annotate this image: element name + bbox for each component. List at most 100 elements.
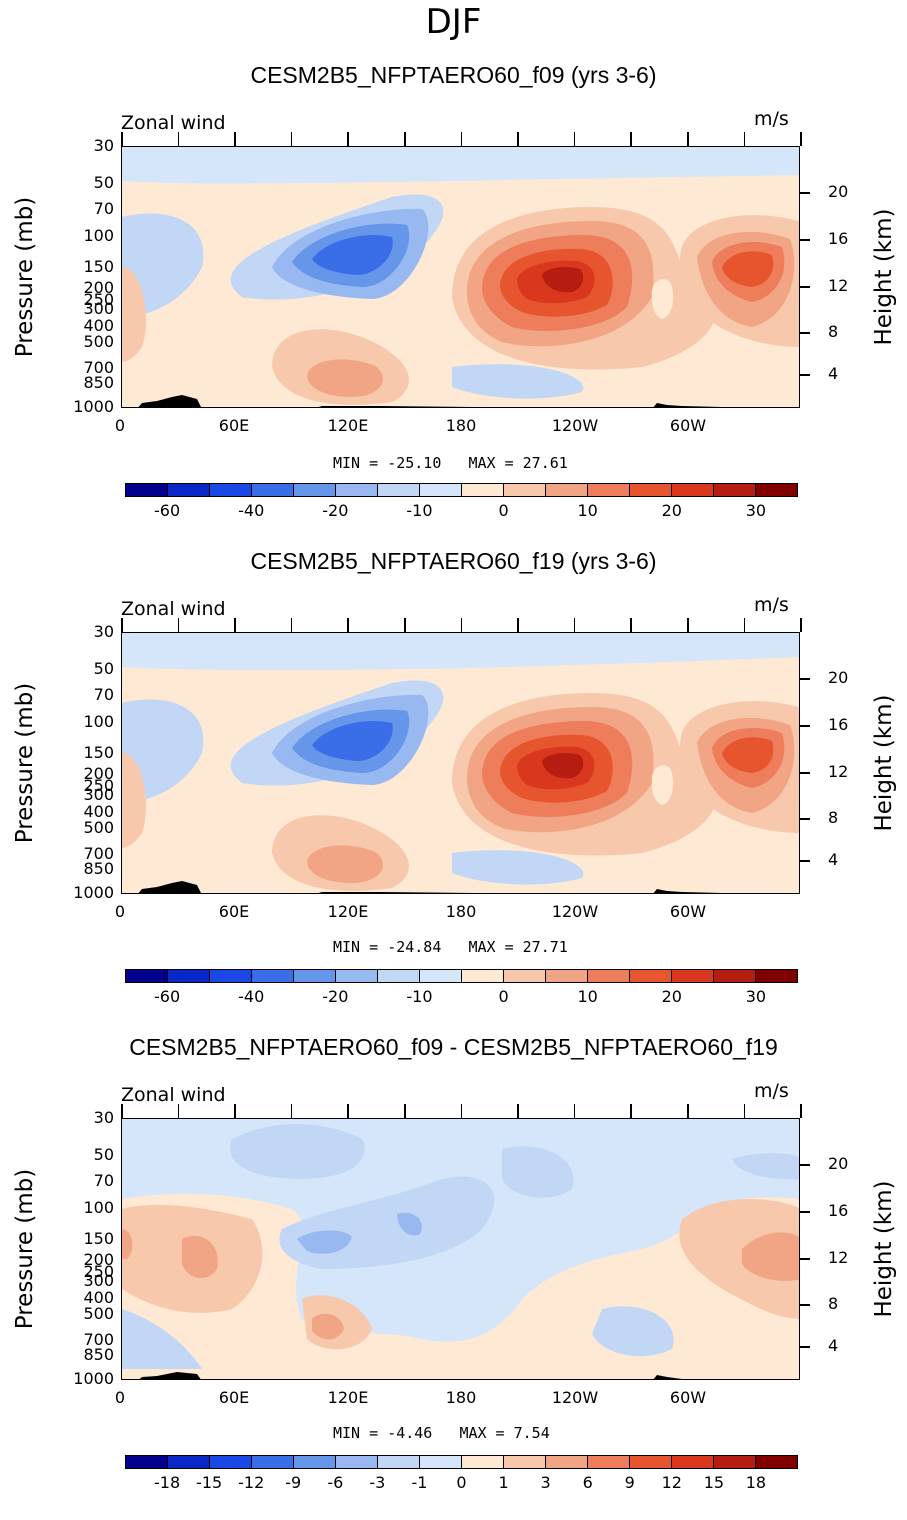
- contour-band-diff-negative: [732, 1153, 799, 1180]
- top-tick-mark: [177, 618, 180, 632]
- top-tick-mark: [347, 1104, 349, 1118]
- contour-band-jet-core: [542, 267, 584, 293]
- colorbar-swatch: [378, 970, 420, 982]
- colorbar-swatch: [420, 970, 462, 982]
- longitude-tick-label: 120E: [327, 902, 369, 921]
- colorbar-label: -6: [327, 1473, 344, 1492]
- top-tick-mark: [687, 1104, 689, 1118]
- colorbar-swatch: [126, 970, 168, 982]
- pressure-tick-label: 150: [83, 257, 114, 276]
- figure-title: DJF: [425, 2, 482, 42]
- pressure-tick-label: 300: [83, 1271, 114, 1290]
- min-max-readout: MIN = -25.10 MAX = 27.61: [333, 454, 568, 472]
- longitude-tick-label: 0: [114, 1388, 126, 1407]
- colorbar-label: 9: [624, 1473, 635, 1492]
- top-tick-mark: [573, 132, 576, 146]
- height-tick-label: 12: [828, 762, 849, 781]
- longitude-tick-label: 120W: [551, 416, 599, 435]
- topography-mask: [318, 406, 472, 407]
- colorbar-label: 30: [745, 987, 767, 1006]
- pressure-tick-label: 100: [83, 1198, 114, 1217]
- colorbar-swatch: [546, 970, 588, 982]
- max-label: MAX =: [459, 1424, 505, 1442]
- height-tick-label: 16: [828, 1201, 849, 1220]
- longitude-tick-label: 120W: [551, 902, 599, 921]
- height-tick-mark: [800, 818, 810, 820]
- height-tick-mark: [800, 678, 810, 680]
- pressure-tick-label: 500: [83, 332, 114, 351]
- colorbar-swatch: [210, 1456, 252, 1468]
- pressure-tick-label: 1000: [73, 883, 114, 902]
- min-max-readout: MIN = -4.46 MAX = 7.54: [333, 1424, 550, 1442]
- max-label: MAX =: [468, 454, 514, 472]
- units-label: m/s: [754, 594, 789, 616]
- colorbar: [125, 1455, 798, 1469]
- colorbar-swatch: [462, 970, 504, 982]
- pressure-tick-label: 700: [83, 844, 114, 863]
- pressure-tick-label: 30: [93, 622, 114, 641]
- top-tick-mark: [743, 132, 746, 146]
- height-tick-label: 8: [828, 808, 839, 827]
- colorbar-swatch: [714, 1456, 756, 1468]
- pressure-tick-label: 50: [93, 173, 114, 192]
- height-tick-label: 16: [828, 715, 849, 734]
- panel-title: CESM2B5_NFPTAERO60_f09 - CESM2B5_NFPTAER…: [129, 1034, 778, 1060]
- colorbar-label: -40: [238, 987, 265, 1006]
- top-tick-mark: [517, 618, 519, 632]
- colorbar-label: 10: [577, 501, 598, 520]
- colorbar-label: -40: [238, 501, 265, 520]
- contour-band: [122, 657, 799, 691]
- longitude-tick-label: 0: [114, 416, 126, 435]
- pressure-tick-label: 400: [83, 1288, 114, 1307]
- units-label: m/s: [754, 1080, 789, 1102]
- y2-axis-label-text: Height (km): [871, 208, 897, 346]
- pressure-tick-label: 250: [83, 776, 114, 795]
- top-tick-mark: [404, 132, 406, 146]
- y2-axis-label: Height (km): [864, 1124, 904, 1374]
- contour-band-diff-positive: [122, 1229, 133, 1259]
- colorbar-swatch: [168, 484, 210, 496]
- height-tick-mark: [800, 286, 810, 288]
- height-tick-label: 16: [828, 229, 849, 248]
- variable-label: Zonal wind: [121, 112, 226, 134]
- contour-band-westerly: [122, 267, 146, 362]
- colorbar-swatch: [294, 1456, 336, 1468]
- colorbar-swatch: [672, 1456, 714, 1468]
- max-value: 27.71: [522, 938, 568, 956]
- min-value: -24.84: [387, 938, 442, 956]
- longitude-tick-label: 60W: [669, 902, 707, 921]
- longitude-tick-label: 180: [445, 416, 477, 435]
- contour-band-jet-core: [542, 753, 584, 779]
- colorbar-swatch: [504, 484, 546, 496]
- colorbar-swatch: [252, 484, 294, 496]
- colorbar-swatch: [168, 970, 210, 982]
- topography-mask: [653, 403, 722, 407]
- colorbar-label: 0: [498, 987, 509, 1006]
- colorbar-label: -10: [406, 987, 433, 1006]
- colorbar-swatch: [546, 484, 588, 496]
- pressure-tick-label: 200: [83, 764, 114, 783]
- pressure-tick-label: 500: [83, 818, 114, 837]
- colorbar-swatch: [294, 484, 336, 496]
- contour-band-westerly: [307, 845, 383, 883]
- colorbar-swatch: [252, 1456, 294, 1468]
- top-tick-mark: [234, 618, 236, 632]
- pressure-tick-label: 300: [83, 785, 114, 804]
- top-tick-mark: [460, 618, 463, 632]
- top-tick-mark: [573, 1104, 576, 1118]
- contour-band-diff-negative: [502, 1146, 574, 1198]
- colorbar-swatch: [672, 970, 714, 982]
- colorbar-swatch: [714, 484, 756, 496]
- top-tick-mark: [404, 618, 406, 632]
- height-tick-mark: [800, 239, 810, 241]
- colorbar-label: -18: [153, 1473, 181, 1492]
- topography-mask: [653, 1375, 722, 1379]
- longitude-tick-label: 120E: [327, 416, 369, 435]
- height-tick-mark: [800, 1211, 810, 1213]
- colorbar-swatch: [210, 970, 252, 982]
- contour-band-easterly-core: [312, 235, 393, 275]
- colorbar-label: 0: [498, 501, 509, 520]
- contour-plot-area: [121, 146, 800, 408]
- colorbar-swatch: [630, 1456, 672, 1468]
- top-tick-mark: [687, 618, 689, 632]
